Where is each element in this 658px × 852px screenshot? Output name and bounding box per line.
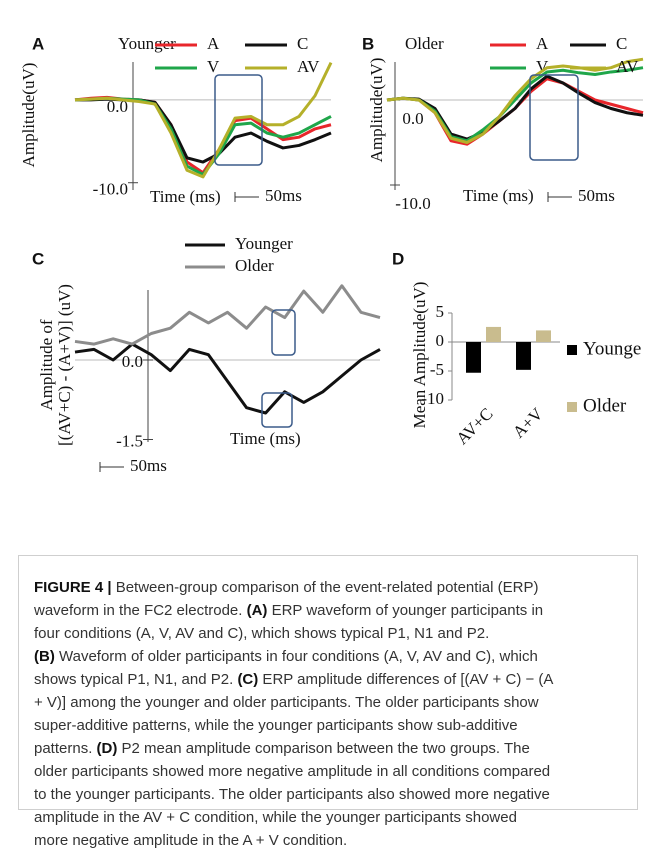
- legend-swatch: [567, 345, 577, 355]
- y-tick-label: 0: [436, 331, 445, 350]
- caption-label: (D): [96, 740, 118, 757]
- caption-label: (A): [246, 602, 268, 619]
- caption-text: shows typical P1, N1, and P2.: [34, 671, 238, 688]
- legend-label: Younger: [235, 234, 293, 253]
- caption-line: more negative amplitude in the A + V con…: [34, 829, 637, 852]
- highlight-box: [271, 309, 296, 356]
- bar: [516, 342, 531, 370]
- caption-text: more negative amplitude in the A + V con…: [34, 832, 348, 849]
- caption-text: amplitude in the AV + C condition, while…: [34, 809, 517, 826]
- y-tick-label: -10: [421, 389, 444, 408]
- panel-title: Older: [405, 34, 444, 53]
- caption-text: Between-group comparison of the event-re…: [111, 579, 539, 596]
- page: A Younger Amplitude(uV) 0.0 -10.0 Time (ms) 50…: [18, 33, 644, 849]
- caption-label: (C): [237, 671, 259, 688]
- waveform: [386, 74, 644, 141]
- x-axis-title: Time (ms): [150, 187, 221, 206]
- x-axis-title: Time (ms): [463, 186, 534, 205]
- scale-label: 50ms: [265, 186, 302, 205]
- legend-swatch: [567, 402, 577, 412]
- caption-text: P2 mean amplitude comparison between the…: [117, 740, 530, 757]
- panel-letter: B: [362, 34, 374, 53]
- legend-label: C: [297, 34, 308, 53]
- x-tick-label: A+V: [509, 404, 547, 442]
- panel-letter: A: [32, 34, 44, 53]
- legend-label: V: [207, 57, 220, 76]
- caption-text: four conditions (A, V, AV and C), which …: [34, 625, 490, 642]
- legend-label: V: [536, 57, 549, 76]
- waveform: [74, 61, 333, 179]
- caption-text: older participants showed more negative …: [34, 763, 551, 780]
- caption-line: four conditions (A, V, AV and C), which …: [34, 622, 637, 645]
- scale-label: 50ms: [578, 186, 615, 205]
- legend-label: Older: [235, 256, 274, 275]
- highlight-box: [214, 74, 263, 166]
- y-tick-label: -10.0: [395, 194, 430, 213]
- caption-text: ERP amplitude differences of [(AV + C) −…: [258, 671, 554, 688]
- caption-text: Waveform of older participants in four c…: [54, 648, 538, 665]
- caption-line: older participants showed more negative …: [34, 760, 637, 783]
- caption-text: ERP waveform of younger participants in: [267, 602, 544, 619]
- y-axis-title: [(AV+C) - (A+V)] (uV): [55, 284, 74, 446]
- y-axis-title: Amplitude(uV): [19, 63, 38, 168]
- waveform: [74, 342, 381, 415]
- legend-label: C: [616, 34, 627, 53]
- highlight-box: [261, 392, 293, 428]
- x-tick-label: AV+C: [453, 404, 497, 448]
- legend-label: AV: [297, 57, 320, 76]
- legend-label: Younge: [583, 338, 641, 359]
- panel-letter: C: [32, 249, 44, 268]
- y-tick-label: 0.0: [402, 109, 423, 128]
- y-tick-label: 0.0: [107, 97, 128, 116]
- panel-title: Younger: [118, 34, 176, 53]
- x-axis-title: Time (ms): [230, 429, 301, 448]
- caption-line: + V)] among the younger and older partic…: [34, 691, 637, 714]
- y-tick-label: -5: [430, 360, 444, 379]
- caption-line: (B) Waveform of older participants in fo…: [34, 645, 637, 668]
- y-tick-label: -1.5: [116, 431, 143, 450]
- legend-label: A: [207, 34, 220, 53]
- caption-line: super-additive patterns, while the young…: [34, 714, 637, 737]
- caption-line: amplitude in the AV + C condition, while…: [34, 806, 637, 829]
- y-axis-title: Mean Amplitude(uV): [410, 282, 429, 429]
- bar: [486, 326, 501, 342]
- legend-label: A: [536, 34, 549, 53]
- legend-label: Older: [583, 395, 627, 416]
- scale-label: 50ms: [130, 456, 167, 475]
- caption-line: FIGURE 4 | Between-group comparison of t…: [34, 576, 637, 599]
- caption-text: to the younger participants. The older p…: [34, 786, 550, 803]
- y-axis-title: Amplitude(uV): [367, 58, 386, 163]
- caption-text: patterns.: [34, 740, 97, 757]
- caption-label: (B): [34, 648, 55, 665]
- caption-line: to the younger participants. The older p…: [34, 783, 637, 806]
- highlight-box: [529, 74, 579, 161]
- caption-text: waveform in the FC2 electrode.: [34, 602, 247, 619]
- waveform: [74, 284, 381, 346]
- bar: [536, 330, 551, 342]
- waveform: [386, 77, 644, 146]
- bar: [466, 342, 481, 373]
- y-tick-label: 5: [436, 302, 445, 321]
- caption-label: FIGURE 4 |: [34, 579, 112, 596]
- y-axis-title: Amplitude of: [37, 319, 56, 410]
- caption-text: super-additive patterns, while the young…: [34, 717, 518, 734]
- caption-text: + V)] among the younger and older partic…: [34, 694, 539, 711]
- caption: FIGURE 4 | Between-group comparison of t…: [18, 555, 638, 849]
- caption-line: shows typical P1, N1, and P2. (C) ERP am…: [34, 668, 637, 691]
- y-tick-label: 0.0: [122, 352, 143, 371]
- panel-letter: D: [392, 249, 404, 268]
- caption-line: waveform in the FC2 electrode. (A) ERP w…: [34, 599, 637, 622]
- legend-label: AV: [616, 57, 639, 76]
- caption-line: patterns. (D) P2 mean amplitude comparis…: [34, 737, 637, 760]
- y-tick-label: -10.0: [93, 180, 128, 199]
